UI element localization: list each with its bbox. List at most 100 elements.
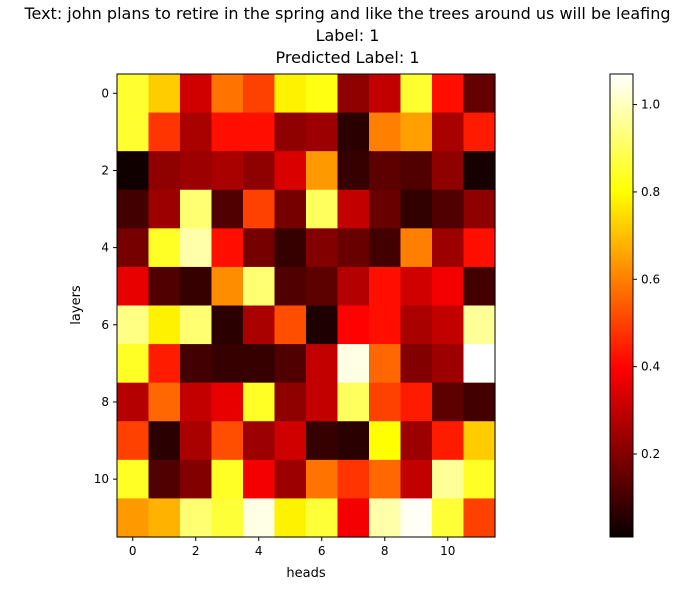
heatmap-cell [337,382,370,422]
heatmap-cell [400,382,433,422]
heatmap-cell [432,228,465,268]
heatmap-cell [148,344,181,384]
heatmap-cell [180,112,213,152]
heatmap-cell [432,382,465,422]
plot-frame [116,73,496,538]
heatmap-cell [463,151,496,191]
heatmap-cell [211,344,244,384]
heatmap-cell [400,228,433,268]
heatmap-cell [243,498,276,538]
heatmap-cell [274,189,307,229]
heatmap-cell [180,189,213,229]
heatmap-cell [337,498,370,538]
colorbar-tick-label: 0.8 [641,185,660,199]
heatmap-cell [337,344,370,384]
heatmap-cell [337,74,370,114]
chart-title-line-2: Label: 1 [315,26,380,45]
heatmap-cell [148,189,181,229]
heatmap-cell [432,344,465,384]
heatmap-cell [306,189,339,229]
heatmap-cell [432,74,465,114]
heatmap-cell [369,266,402,307]
heatmap-cell [274,305,307,345]
heatmap-cell [211,382,244,422]
x-axis-ticks: 0 2 4 6 8 10 [129,537,455,558]
heatmap-cells [117,74,496,538]
heatmap-cell [306,74,339,114]
heatmap-cell [369,305,402,345]
heatmap-cell [243,459,276,500]
heatmap-cell [369,382,402,422]
colorbar-tick-label: 0.6 [641,272,660,286]
colorbar-tick-label: 1.0 [641,98,660,112]
heatmap-cell [306,305,339,345]
heatmap-cell [432,151,465,191]
colorbar-ticks: 0.2 0.4 0.6 0.8 1.0 [633,98,660,461]
heatmap-cell [337,228,370,268]
heatmap-cell [306,421,339,461]
heatmap-cell [148,112,181,152]
heatmap-cell [180,344,213,384]
heatmap-cell [211,498,244,538]
heatmap-cell [211,112,244,152]
y-tick-label: 2 [101,163,109,177]
chart-title-line-1: Text: john plans to retire in the spring… [24,4,671,23]
heatmap-cell [463,228,496,268]
colorbar [610,74,633,537]
heatmap-cell [148,228,181,268]
heatmap-cell [274,151,307,191]
heatmap-cell [148,459,181,500]
heatmap-cell [306,382,339,422]
heatmap-cell [180,498,213,538]
heatmap-cell [243,266,276,307]
heatmap-cell [117,382,150,422]
heatmap-cell [274,459,307,500]
heatmap-cell [243,421,276,461]
y-axis-ticks: 0 2 4 6 8 10 [94,86,117,486]
heatmap-cell [117,189,150,229]
x-tick-label: 2 [192,544,200,558]
heatmap-cell [463,305,496,345]
heatmap-cell [369,344,402,384]
y-tick-label: 6 [101,318,109,332]
heatmap-cell [369,228,402,268]
heatmap-cell [463,459,496,500]
heatmap-cell [243,74,276,114]
heatmap-cell [400,151,433,191]
x-tick-label: 0 [129,544,137,558]
heatmap-cell [369,421,402,461]
x-tick-label: 8 [381,544,389,558]
heatmap-cell [400,498,433,538]
heatmap-cell [211,74,244,114]
heatmap-cell [211,459,244,500]
heatmap-cell [306,266,339,307]
heatmap-cell [337,151,370,191]
colorbar-frame [609,73,634,538]
heatmap-cell [369,74,402,114]
heatmap-cell [306,459,339,500]
heatmap-cell [148,74,181,114]
heatmap-cell [400,344,433,384]
colorbar-tick-label: 0.4 [641,360,660,374]
heatmap-cell [211,151,244,191]
heatmap-cell [369,498,402,538]
heatmap-cell [432,459,465,500]
heatmap-cell [243,228,276,268]
heatmap-cell [211,421,244,461]
heatmap-cell [306,151,339,191]
heatmap-cell [243,151,276,191]
y-tick-label: 4 [101,241,109,255]
heatmap-cell [180,459,213,500]
heatmap-cell [211,228,244,268]
heatmap-cell [400,421,433,461]
heatmap-cell [148,498,181,538]
y-tick-label: 8 [101,395,109,409]
x-tick-label: 10 [440,544,455,558]
heatmap-cell [369,151,402,191]
heatmap-cell [400,459,433,500]
heatmap-cell [337,112,370,152]
heatmap-cell [400,189,433,229]
heatmap-cell [337,305,370,345]
heatmap-cell [463,344,496,384]
